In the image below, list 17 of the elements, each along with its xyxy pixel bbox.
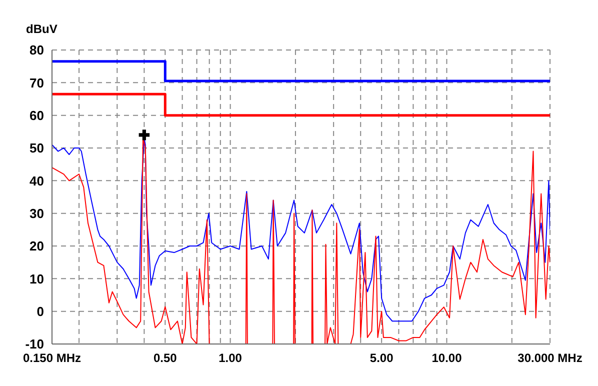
y-tick-label: 80 [30, 42, 44, 58]
x-tick-label: 0.50 [153, 351, 178, 365]
x-tick-label: 5.00 [370, 351, 394, 365]
x-tick-label: 1.00 [218, 351, 242, 365]
y-tick-label: 50 [30, 140, 44, 156]
y-tick-label: 10 [30, 271, 44, 286]
x-tick-label: 10.00 [432, 351, 462, 365]
y-axis-title: dBuV [25, 21, 58, 38]
y-tick-label: 40 [30, 173, 44, 188]
y-tick-label: 0 [36, 304, 44, 319]
y-tick-label: -10 [25, 336, 44, 352]
y-tick-label: 70 [30, 75, 44, 90]
y-tick-label: 60 [30, 108, 44, 123]
y-tick-label: 20 [30, 238, 44, 254]
x-tick-label: 0.150 MHz [22, 351, 82, 365]
x-tick-label: 30.000 MHz [518, 351, 582, 365]
y-tick-label: 30 [30, 206, 44, 221]
